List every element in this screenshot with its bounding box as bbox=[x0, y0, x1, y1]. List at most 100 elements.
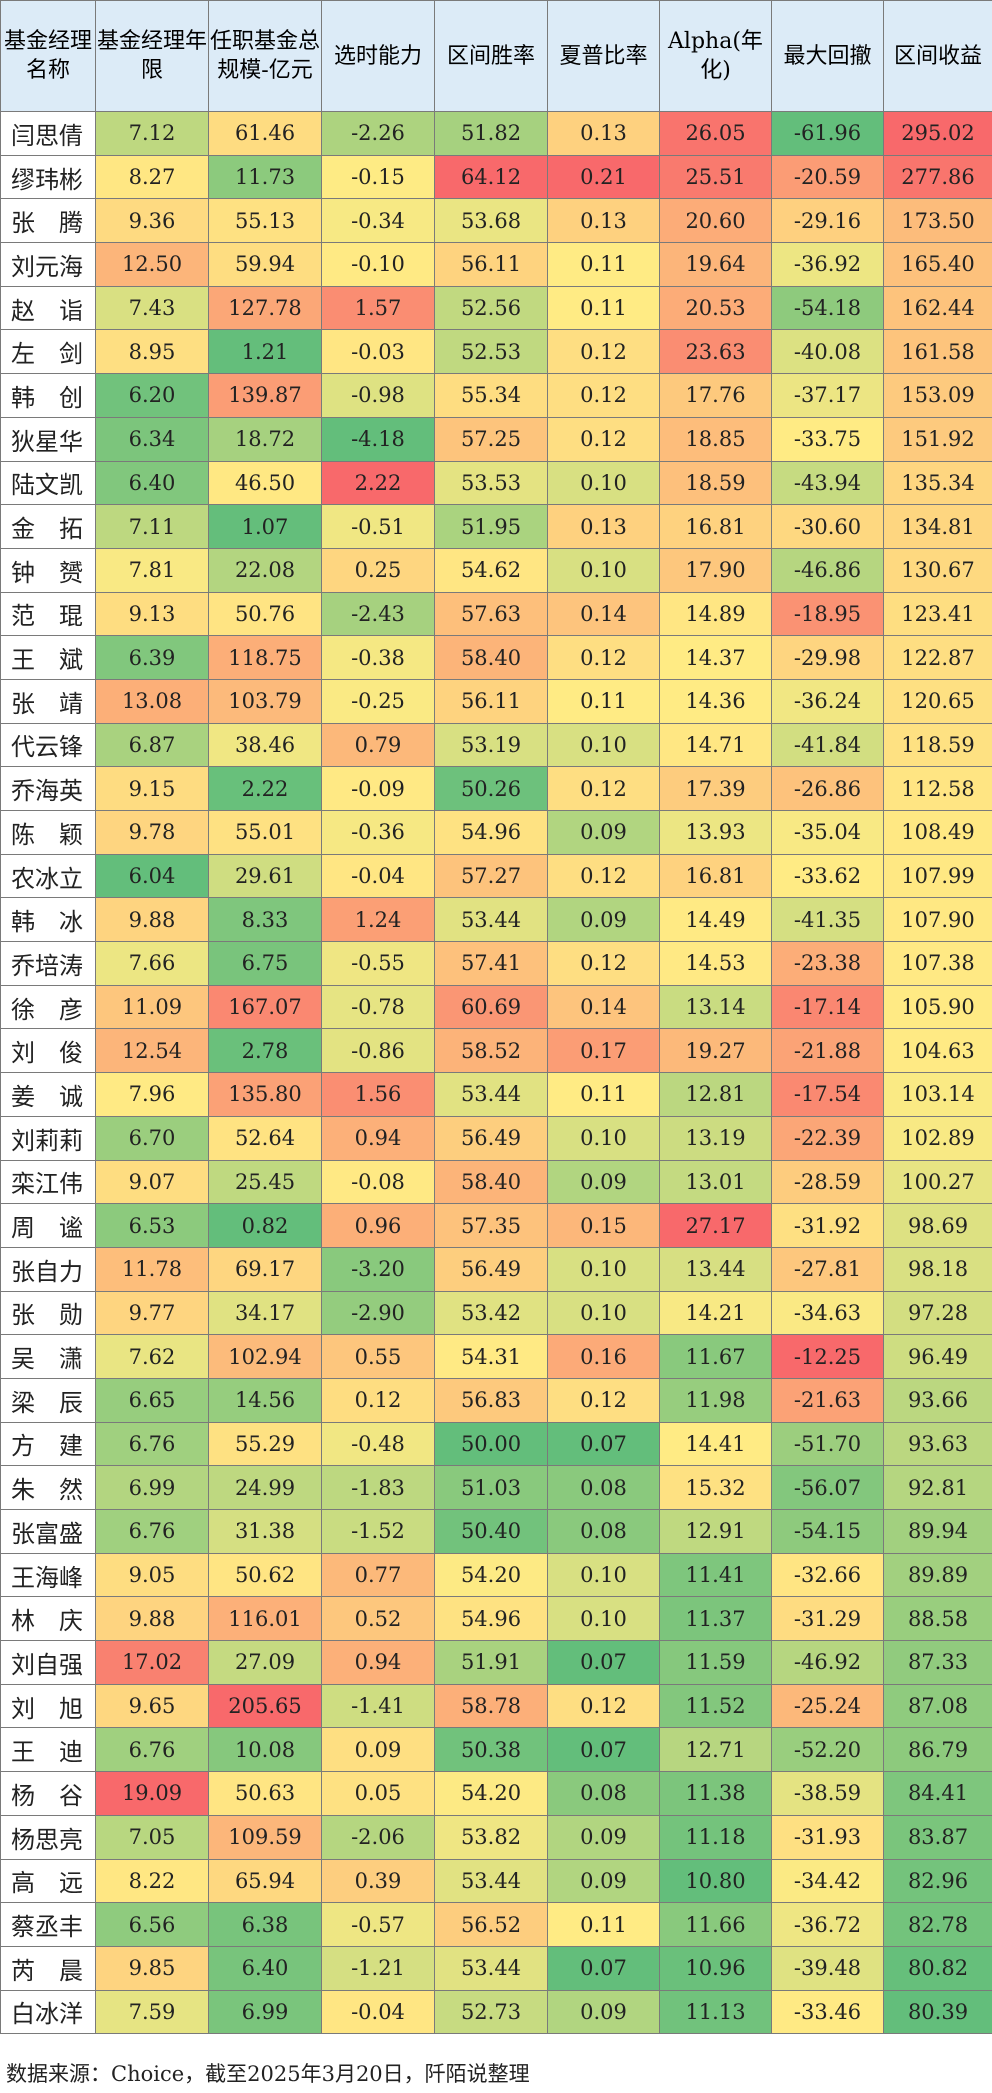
cell-win-rate: 51.03 bbox=[434, 1465, 548, 1510]
cell-return: 100.27 bbox=[883, 1159, 992, 1205]
cell-return: 162.44 bbox=[883, 285, 992, 331]
cell-max-drawdown: -43.94 bbox=[771, 460, 884, 506]
cell-win-rate: 52.73 bbox=[434, 1989, 548, 2035]
cell-aum: 50.63 bbox=[208, 1771, 322, 1816]
cell-tenure: 9.85 bbox=[95, 1945, 209, 1991]
cell-sharpe: 0.10 bbox=[547, 1290, 660, 1336]
cell-alpha: 19.64 bbox=[659, 242, 772, 287]
cell-timing: -0.34 bbox=[321, 198, 435, 244]
cell-tenure: 9.78 bbox=[95, 810, 209, 855]
cell-win-rate: 58.40 bbox=[434, 635, 548, 680]
cell-max-drawdown: -35.04 bbox=[771, 810, 884, 855]
cell-aum: 6.75 bbox=[208, 941, 322, 986]
cell-tenure: 17.02 bbox=[95, 1640, 209, 1685]
cell-alpha: 15.32 bbox=[659, 1465, 772, 1510]
cell-alpha: 11.37 bbox=[659, 1596, 772, 1642]
cell-sharpe: 0.11 bbox=[547, 242, 660, 287]
cell-return: 295.02 bbox=[883, 111, 992, 156]
cell-sharpe: 0.12 bbox=[547, 329, 660, 375]
table-row: 朱 然 6.99 24.99 -1.83 51.03 0.08 15.32 -56.07 92.… bbox=[0, 1465, 992, 1510]
cell-tenure: 6.04 bbox=[95, 853, 209, 899]
cell-name: 王 斌 bbox=[0, 635, 96, 680]
cell-timing: -0.36 bbox=[321, 810, 435, 855]
table-row: 张 勋 9.77 34.17 -2.90 53.42 0.10 14.21 -34.63 97.… bbox=[0, 1290, 992, 1336]
cell-sharpe: 0.12 bbox=[547, 1683, 660, 1729]
cell-return: 123.41 bbox=[883, 591, 992, 637]
cell-win-rate: 56.49 bbox=[434, 1115, 548, 1161]
cell-max-drawdown: -37.17 bbox=[771, 373, 884, 418]
cell-alpha: 12.71 bbox=[659, 1727, 772, 1773]
table-row: 刘莉莉 6.70 52.64 0.94 56.49 0.10 13.19 -22.39 102.… bbox=[0, 1115, 992, 1161]
cell-aum: 31.38 bbox=[208, 1509, 322, 1554]
cell-aum: 18.72 bbox=[208, 416, 322, 462]
cell-alpha: 17.90 bbox=[659, 547, 772, 593]
cell-alpha: 18.59 bbox=[659, 460, 772, 506]
cell-tenure: 9.88 bbox=[95, 1596, 209, 1642]
cell-timing: -2.26 bbox=[321, 111, 435, 156]
source-note: 数据来源：Choice，截至2025年3月20日，阡陌说整理 bbox=[6, 2062, 530, 2086]
cell-name: 缪玮彬 bbox=[0, 154, 96, 200]
cell-max-drawdown: -52.20 bbox=[771, 1727, 884, 1773]
cell-tenure: 11.09 bbox=[95, 984, 209, 1030]
cell-timing: -0.86 bbox=[321, 1028, 435, 1074]
cell-timing: -2.90 bbox=[321, 1290, 435, 1336]
cell-timing: 0.05 bbox=[321, 1771, 435, 1816]
cell-max-drawdown: -33.62 bbox=[771, 853, 884, 899]
cell-max-drawdown: -31.29 bbox=[771, 1596, 884, 1642]
cell-name: 芮 晨 bbox=[0, 1945, 96, 1991]
cell-tenure: 13.08 bbox=[95, 678, 209, 724]
cell-return: 135.34 bbox=[883, 460, 992, 506]
cell-win-rate: 58.40 bbox=[434, 1159, 548, 1205]
header-timing: 选时能力 bbox=[321, 0, 435, 112]
cell-win-rate: 51.91 bbox=[434, 1640, 548, 1685]
cell-return: 107.99 bbox=[883, 853, 992, 899]
cell-sharpe: 0.11 bbox=[547, 678, 660, 724]
cell-win-rate: 58.78 bbox=[434, 1683, 548, 1729]
cell-aum: 10.08 bbox=[208, 1727, 322, 1773]
cell-return: 89.89 bbox=[883, 1552, 992, 1598]
cell-sharpe: 0.10 bbox=[547, 1115, 660, 1161]
cell-name: 左 剑 bbox=[0, 329, 96, 375]
cell-max-drawdown: -61.96 bbox=[771, 111, 884, 156]
fund-manager-table: 基金经理名称 基金经理年限 任职基金总规模-亿元 选时能力 区间胜率 夏普比率 … bbox=[0, 0, 992, 2035]
cell-timing: -0.57 bbox=[321, 1902, 435, 1947]
cell-return: 102.89 bbox=[883, 1115, 992, 1161]
cell-timing: -1.21 bbox=[321, 1945, 435, 1991]
cell-tenure: 6.87 bbox=[95, 722, 209, 768]
cell-return: 82.78 bbox=[883, 1902, 992, 1947]
cell-sharpe: 0.13 bbox=[547, 198, 660, 244]
cell-win-rate: 54.96 bbox=[434, 810, 548, 855]
table-body: 闫思倩 7.12 61.46 -2.26 51.82 0.13 26.05 -61.96 295… bbox=[0, 111, 992, 2035]
cell-alpha: 20.60 bbox=[659, 198, 772, 244]
cell-timing: -0.09 bbox=[321, 766, 435, 811]
table-row: 农冰立 6.04 29.61 -0.04 57.27 0.12 16.81 -33.62 107… bbox=[0, 853, 992, 899]
table-row: 高 远 8.22 65.94 0.39 53.44 0.09 10.80 -34.42 82.9… bbox=[0, 1858, 992, 1904]
cell-return: 118.59 bbox=[883, 722, 992, 768]
cell-tenure: 7.43 bbox=[95, 285, 209, 331]
table-row: 方 建 6.76 55.29 -0.48 50.00 0.07 14.41 -51.70 93.… bbox=[0, 1421, 992, 1467]
cell-sharpe: 0.12 bbox=[547, 373, 660, 418]
cell-tenure: 7.05 bbox=[95, 1814, 209, 1860]
cell-alpha: 17.76 bbox=[659, 373, 772, 418]
table-row: 栾江伟 9.07 25.45 -0.08 58.40 0.09 13.01 -28.59 100… bbox=[0, 1159, 992, 1205]
cell-timing: -0.98 bbox=[321, 373, 435, 418]
cell-win-rate: 50.00 bbox=[434, 1421, 548, 1467]
table-row: 王 斌 6.39 118.75 -0.38 58.40 0.12 14.37 -29.98 12… bbox=[0, 635, 992, 680]
cell-name: 蔡丞丰 bbox=[0, 1902, 96, 1947]
cell-alpha: 14.71 bbox=[659, 722, 772, 768]
cell-aum: 109.59 bbox=[208, 1814, 322, 1860]
table-row: 钟 赟 7.81 22.08 0.25 54.62 0.10 17.90 -46.86 130.… bbox=[0, 547, 992, 593]
cell-alpha: 13.44 bbox=[659, 1246, 772, 1292]
table-row: 刘元海 12.50 59.94 -0.10 56.11 0.11 19.64 -36.92 16… bbox=[0, 242, 992, 287]
cell-aum: 22.08 bbox=[208, 547, 322, 593]
cell-name: 刘自强 bbox=[0, 1640, 96, 1685]
cell-name: 韩 冰 bbox=[0, 897, 96, 943]
cell-timing: -1.41 bbox=[321, 1683, 435, 1729]
cell-timing: 0.94 bbox=[321, 1640, 435, 1685]
cell-name: 陆文凯 bbox=[0, 460, 96, 506]
cell-sharpe: 0.09 bbox=[547, 1814, 660, 1860]
header-aum: 任职基金总规模-亿元 bbox=[208, 0, 322, 112]
cell-name: 韩 创 bbox=[0, 373, 96, 418]
cell-max-drawdown: -29.16 bbox=[771, 198, 884, 244]
